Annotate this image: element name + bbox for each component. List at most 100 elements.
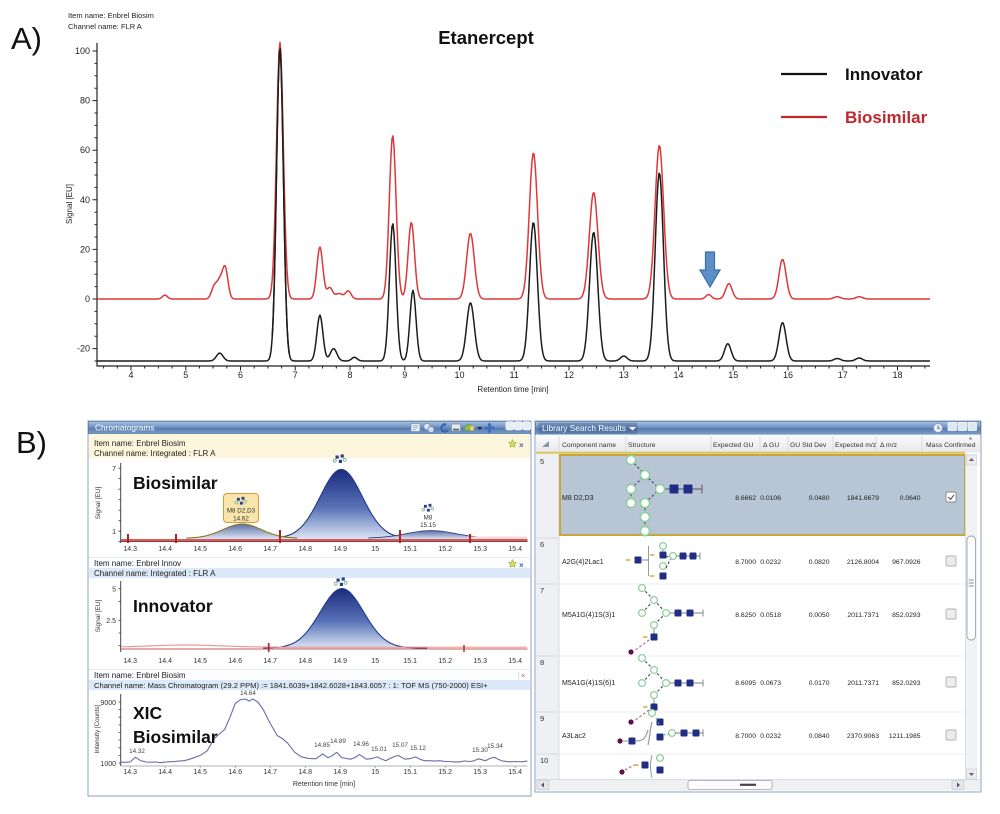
svg-text:14.3: 14.3 bbox=[123, 546, 137, 553]
svg-text:14.96: 14.96 bbox=[353, 741, 369, 748]
svg-text:5: 5 bbox=[112, 587, 116, 594]
svg-text:14.7: 14.7 bbox=[263, 658, 277, 665]
svg-text:9: 9 bbox=[540, 714, 544, 723]
svg-text:Signal [EU]: Signal [EU] bbox=[95, 600, 102, 633]
svg-text:2126.8004: 2126.8004 bbox=[847, 559, 879, 566]
svg-text:10: 10 bbox=[454, 370, 464, 380]
svg-text:80: 80 bbox=[80, 96, 90, 106]
svg-text:Innovator: Innovator bbox=[133, 596, 213, 616]
svg-text:M8 D2,D3: M8 D2,D3 bbox=[227, 508, 256, 515]
svg-text:⋮: ⋮ bbox=[515, 673, 522, 680]
svg-text:15.1: 15.1 bbox=[403, 546, 417, 553]
svg-text:14.7: 14.7 bbox=[263, 546, 277, 553]
svg-text:A3Lac2: A3Lac2 bbox=[562, 733, 586, 740]
svg-text:Etanercept: Etanercept bbox=[438, 27, 534, 48]
svg-text:15.34: 15.34 bbox=[487, 743, 503, 750]
svg-text:15.12: 15.12 bbox=[410, 745, 426, 752]
svg-text:15.1: 15.1 bbox=[403, 658, 417, 665]
svg-text:M5A1G(4)1S(3)1: M5A1G(4)1S(3)1 bbox=[562, 612, 615, 619]
svg-text:15.3: 15.3 bbox=[473, 658, 487, 665]
svg-text:XIC: XIC bbox=[133, 703, 163, 723]
svg-text:2011.7371: 2011.7371 bbox=[847, 612, 879, 619]
svg-text:Channel name: Integrated : FLR: Channel name: Integrated : FLR A bbox=[94, 449, 216, 458]
svg-text:0.0232: 0.0232 bbox=[760, 733, 781, 740]
svg-text:Innovator: Innovator bbox=[845, 65, 923, 84]
svg-text:Retention time [min]: Retention time [min] bbox=[477, 385, 548, 394]
svg-text:14.6: 14.6 bbox=[228, 769, 242, 776]
svg-text:6: 6 bbox=[540, 540, 544, 549]
svg-text:15.3: 15.3 bbox=[473, 769, 487, 776]
svg-text:14.3: 14.3 bbox=[123, 658, 137, 665]
svg-text:14.9: 14.9 bbox=[333, 769, 347, 776]
svg-text:Structure: Structure bbox=[628, 442, 656, 449]
svg-text:15.4: 15.4 bbox=[508, 546, 522, 553]
svg-text:14: 14 bbox=[673, 370, 683, 380]
svg-text:0.0480: 0.0480 bbox=[809, 495, 830, 502]
svg-text:Item name: Enbrel Innov: Item name: Enbrel Innov bbox=[94, 559, 181, 568]
svg-text:Component name: Component name bbox=[562, 442, 616, 449]
svg-text:0.0106: 0.0106 bbox=[760, 495, 781, 502]
svg-text:100: 100 bbox=[75, 46, 90, 56]
svg-text:×: × bbox=[519, 441, 524, 450]
svg-text:0: 0 bbox=[85, 294, 90, 304]
svg-text:18: 18 bbox=[892, 370, 902, 380]
svg-text:15: 15 bbox=[371, 546, 379, 553]
svg-text:8: 8 bbox=[540, 658, 544, 667]
svg-text:Signal [EU]: Signal [EU] bbox=[95, 487, 102, 520]
svg-text:12: 12 bbox=[564, 370, 574, 380]
svg-text:Signal [EU]: Signal [EU] bbox=[65, 184, 74, 224]
svg-text:A2G(4)2Lac1: A2G(4)2Lac1 bbox=[562, 559, 604, 566]
svg-text:8.6250: 8.6250 bbox=[735, 612, 756, 619]
svg-text:10: 10 bbox=[540, 756, 548, 765]
svg-text:A): A) bbox=[11, 21, 42, 56]
svg-text:15: 15 bbox=[371, 658, 379, 665]
svg-text:M8 D2,D3: M8 D2,D3 bbox=[562, 495, 594, 502]
svg-text:Expected GU: Expected GU bbox=[713, 442, 754, 449]
svg-text:15: 15 bbox=[371, 769, 379, 776]
svg-text:14.5: 14.5 bbox=[193, 769, 207, 776]
svg-text:GU Std Dev: GU Std Dev bbox=[790, 442, 827, 449]
svg-text:Expected m/z: Expected m/z bbox=[835, 442, 877, 449]
svg-text:852.0293: 852.0293 bbox=[892, 612, 921, 619]
svg-text:40: 40 bbox=[80, 195, 90, 205]
svg-text:2370.9063: 2370.9063 bbox=[847, 733, 879, 740]
svg-text:8.6662: 8.6662 bbox=[735, 495, 756, 502]
svg-text:9: 9 bbox=[402, 370, 407, 380]
svg-text:13: 13 bbox=[619, 370, 629, 380]
svg-text:0.0518: 0.0518 bbox=[760, 612, 781, 619]
svg-text:852.0293: 852.0293 bbox=[892, 680, 921, 687]
svg-text:967.0926: 967.0926 bbox=[892, 559, 921, 566]
svg-text:Item name: Enbrel Biosim: Item name: Enbrel Biosim bbox=[68, 11, 154, 20]
svg-text:15.01: 15.01 bbox=[371, 746, 387, 753]
svg-text:15.07: 15.07 bbox=[392, 742, 408, 749]
svg-text:14.4: 14.4 bbox=[158, 546, 172, 553]
svg-text:Biosimilar: Biosimilar bbox=[133, 727, 218, 747]
svg-text:14.8: 14.8 bbox=[298, 769, 312, 776]
svg-text:4: 4 bbox=[128, 370, 133, 380]
svg-text:14.3: 14.3 bbox=[123, 769, 137, 776]
svg-text:14.32: 14.32 bbox=[129, 748, 145, 755]
svg-text:0.0673: 0.0673 bbox=[760, 680, 781, 687]
svg-text:14.6: 14.6 bbox=[228, 546, 242, 553]
svg-text:Item name: Enbrel Biosim: Item name: Enbrel Biosim bbox=[94, 671, 186, 680]
svg-text:B): B) bbox=[16, 425, 47, 460]
svg-text:14.89: 14.89 bbox=[330, 738, 346, 745]
svg-text:14.9: 14.9 bbox=[333, 658, 347, 665]
svg-text:1841.6679: 1841.6679 bbox=[847, 495, 879, 502]
svg-text:14.9: 14.9 bbox=[333, 546, 347, 553]
svg-text:*: * bbox=[969, 436, 972, 445]
svg-text:14.8: 14.8 bbox=[298, 658, 312, 665]
svg-text:0.0170: 0.0170 bbox=[809, 680, 830, 687]
svg-text:Δ GU: Δ GU bbox=[763, 442, 779, 449]
svg-text:16: 16 bbox=[783, 370, 793, 380]
svg-text:9000: 9000 bbox=[100, 700, 116, 707]
svg-text:20: 20 bbox=[80, 244, 90, 254]
svg-text:8: 8 bbox=[347, 370, 352, 380]
svg-text:15.2: 15.2 bbox=[438, 546, 452, 553]
svg-text:14.8: 14.8 bbox=[298, 546, 312, 553]
svg-text:1211.1985: 1211.1985 bbox=[889, 733, 921, 740]
svg-text:14.6: 14.6 bbox=[228, 658, 242, 665]
svg-text:60: 60 bbox=[80, 145, 90, 155]
svg-text:11: 11 bbox=[510, 370, 519, 380]
svg-text:17: 17 bbox=[838, 370, 848, 380]
